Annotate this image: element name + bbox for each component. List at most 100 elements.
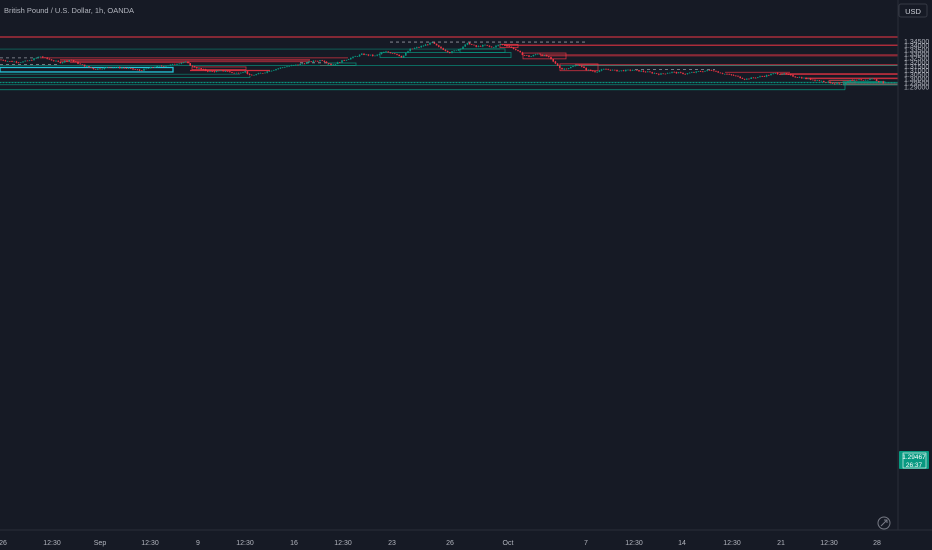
candle-body [248,73,251,75]
candle-body [622,70,625,72]
candle-body [693,72,695,73]
candle-body [79,63,81,65]
candle-body [772,73,774,75]
candle-body [691,72,693,73]
candle-body [504,44,506,46]
price-tick-label: 1.34500 [904,39,929,46]
candle-body [462,46,464,49]
candle-body [75,61,77,62]
candle-body [523,55,526,56]
candle-body [774,73,777,74]
candle-body [242,72,244,73]
candle-body [9,61,11,62]
candle-body [35,57,37,59]
last-price-label: 1.29467 26:37 [899,451,929,469]
time-axis[interactable]: 26 12:30 Sep 12:30 9 12:30 16 12:30 23 26 Oct 7 12:3… [0,540,881,547]
candle-body [255,74,257,76]
candle-body [389,52,392,54]
candle-body [341,60,343,63]
candle-body [851,80,854,81]
price-tick-label: 1.30500 [904,72,929,79]
candle-body [840,84,843,85]
candle-body [365,54,367,56]
candle-body [383,52,385,53]
candle-body [746,78,748,80]
candle-body [13,61,15,63]
time-tick-label: 28 [873,540,881,547]
candle-body [387,51,389,53]
candle-body [189,63,191,66]
candle-body [253,75,255,76]
candle-body [526,55,528,56]
candle-body [563,68,565,70]
candle-body [358,54,361,57]
candle-body [719,72,722,74]
candle-body [662,73,664,75]
candle-body [125,67,128,69]
candle-body [528,55,530,57]
candle-body [565,68,568,70]
price-tick-label: 1.31500 [904,64,929,71]
candle-body [418,47,420,48]
candle-body [836,83,838,85]
reset-zoom-icon[interactable] [877,516,891,530]
candle-body [130,68,132,69]
candle-body [134,69,136,70]
candle-body [794,76,796,78]
candle-body [334,64,337,65]
candle-body [138,69,141,71]
candle-body [264,72,266,74]
candle-body [211,71,213,72]
price-axis[interactable]: 1.345001.340001.335001.330001.325001.320… [904,39,929,92]
candle-body [787,74,790,75]
candle-body [270,70,273,72]
candle-body [570,67,572,69]
currency-box[interactable] [898,3,928,18]
candle-body [730,74,733,75]
candle-body [574,65,576,67]
candle-body [506,45,508,47]
candle-body [567,68,570,69]
candle-body [123,67,125,69]
candle-body [57,60,59,62]
candle-body [363,53,365,55]
candle-body [424,44,427,46]
candle-body [53,60,55,62]
candle-body [471,44,473,45]
candle-body [479,46,482,47]
candle-body [539,53,541,55]
candle-body [303,63,306,65]
candle-body [475,45,477,47]
candle-body [55,60,57,62]
candle-body [515,49,517,50]
candle-body [308,61,310,63]
candle-body [314,60,317,62]
last-price-value: 1.29467 [902,454,926,461]
candle-body [594,71,596,73]
candle-body [741,78,744,79]
symbol-title[interactable]: British Pound / U.S. Dollar, 1h, OANDA [4,6,134,15]
candle-body [578,65,581,66]
candle-body [510,46,513,48]
candle-body [820,80,823,82]
candle-body [149,67,152,69]
candle-body [761,76,763,77]
time-tick-label: 12:30 [723,540,741,547]
candle-body [757,77,759,78]
candle-body [477,46,480,47]
candle-body [660,73,662,75]
candle-body [281,67,284,68]
candle-body [831,83,834,84]
candle-body [176,64,178,65]
candle-body [735,75,737,77]
candle-body [739,76,741,79]
candle-body [110,67,112,69]
candle-body [328,63,330,64]
candle-body [770,73,772,76]
candle-body [618,70,620,72]
candle-body [779,74,781,75]
candle-body [644,71,647,73]
candle-body [677,72,680,74]
